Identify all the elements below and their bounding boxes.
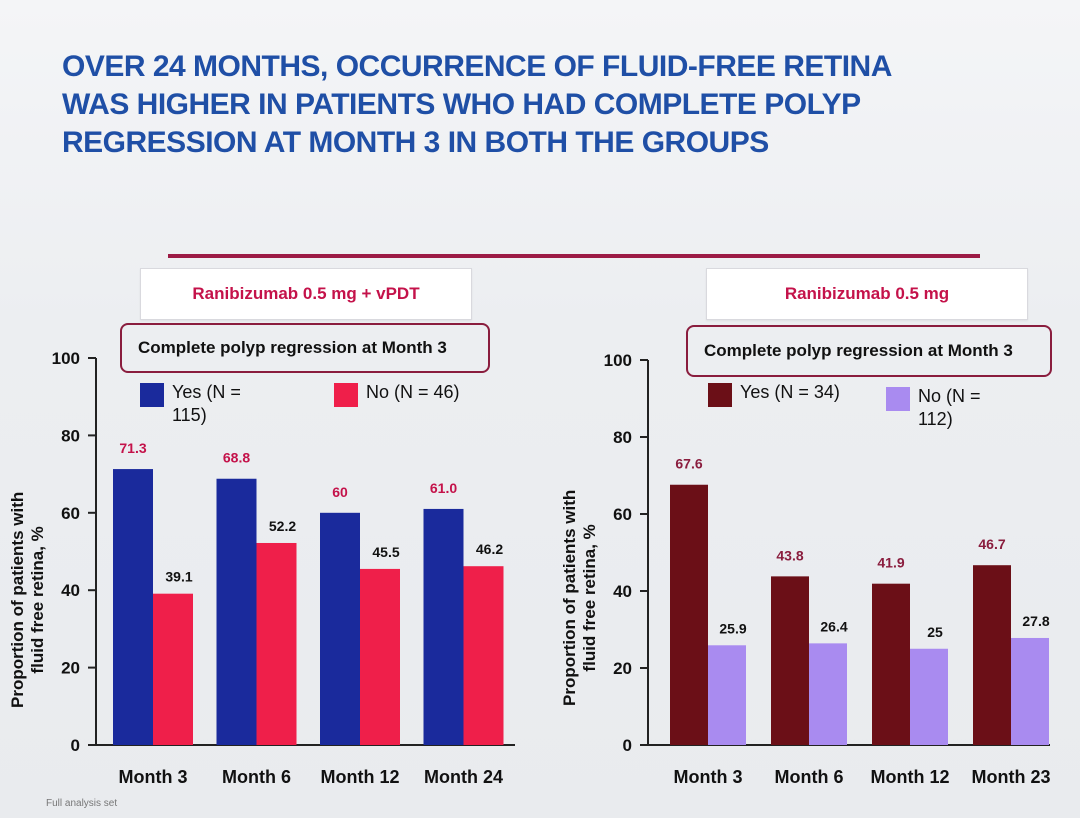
y-tick-label: 40	[61, 581, 80, 600]
data-label: 43.8	[776, 547, 803, 563]
y-tick-label: 20	[613, 659, 632, 678]
data-label: 68.8	[223, 450, 250, 466]
legend-title-right: Complete polyp regression at Month 3	[686, 325, 1052, 377]
x-tick-label: Month 3	[119, 767, 188, 787]
bar	[360, 568, 400, 745]
y-tick-label: 80	[613, 428, 632, 447]
y-tick-label: 100	[52, 349, 80, 368]
legend-swatch	[886, 387, 910, 411]
bar	[872, 583, 910, 745]
y-tick-label: 0	[623, 736, 632, 755]
legend-label: Yes (N = 34)	[740, 382, 840, 402]
y-tick-label: 60	[61, 504, 80, 523]
data-label: 27.8	[1022, 613, 1049, 629]
data-label: 52.2	[269, 518, 296, 534]
slide-title: OVER 24 MONTHS, OCCURRENCE OF FLUID-FREE…	[62, 48, 1022, 162]
title-line: REGRESSION AT MONTH 3 IN BOTH THE GROUPS	[62, 126, 769, 159]
legend-item-no-left: No (N = 46)	[334, 381, 506, 407]
bar	[423, 508, 464, 745]
group-label-left: Ranibizumab 0.5 mg + vPDT	[140, 268, 472, 320]
bar	[708, 645, 746, 745]
bar	[670, 484, 708, 745]
bar	[113, 469, 153, 745]
bar	[910, 648, 948, 745]
legend-swatch	[334, 383, 358, 407]
bar	[973, 565, 1011, 745]
legend-swatch	[140, 383, 164, 407]
data-label: 61.0	[430, 480, 457, 496]
title-line: OVER 24 MONTHS, OCCURRENCE OF FLUID-FREE…	[62, 50, 892, 83]
y-tick-label: 20	[61, 659, 80, 678]
x-tick-label: Month 23	[972, 767, 1051, 787]
y-tick-label: 60	[613, 505, 632, 524]
x-tick-label: Month 6	[222, 767, 291, 787]
y-tick-label: 100	[604, 351, 632, 370]
y-tick-label: 80	[61, 426, 80, 445]
data-label: 67.6	[675, 456, 702, 472]
data-label: 60	[332, 484, 348, 500]
x-tick-label: Month 12	[871, 767, 950, 787]
x-tick-label: Month 12	[321, 767, 400, 787]
data-label: 71.3	[119, 440, 146, 456]
data-label: 25.9	[719, 620, 746, 636]
bar	[809, 643, 847, 745]
legend-item-no-right: No (N = 112)	[886, 385, 1008, 431]
data-label: 45.5	[372, 544, 399, 560]
y-tick-label: 40	[613, 582, 632, 601]
bar	[153, 593, 193, 745]
legend-item-yes-left: Yes (N = 115)	[140, 381, 262, 427]
legend-label: Yes (N = 115)	[172, 382, 241, 425]
legend-label: No (N = 112)	[918, 386, 981, 429]
bar	[256, 542, 297, 745]
accent-rule	[168, 254, 980, 258]
legend-title-left: Complete polyp regression at Month 3	[120, 323, 490, 373]
bar	[320, 512, 360, 745]
data-label: 26.4	[820, 618, 847, 634]
legend-label: No (N = 46)	[366, 382, 460, 402]
data-label: 39.1	[165, 569, 192, 585]
group-label-right: Ranibizumab 0.5 mg	[706, 268, 1028, 320]
bar	[1011, 637, 1049, 745]
x-tick-label: Month 3	[674, 767, 743, 787]
data-label: 41.9	[877, 555, 904, 571]
y-tick-label: 0	[71, 736, 80, 755]
data-label: 25	[927, 624, 943, 640]
bar	[771, 576, 809, 745]
data-label: 46.7	[978, 536, 1005, 552]
legend-swatch	[708, 383, 732, 407]
bar	[463, 566, 504, 745]
x-tick-label: Month 6	[775, 767, 844, 787]
data-label: 46.2	[476, 541, 503, 557]
x-tick-label: Month 24	[424, 767, 503, 787]
legend-item-yes-right: Yes (N = 34)	[708, 381, 880, 407]
footnote: Full analysis set	[46, 798, 118, 809]
bar	[216, 478, 257, 745]
title-line: WAS HIGHER IN PATIENTS WHO HAD COMPLETE …	[62, 88, 861, 121]
